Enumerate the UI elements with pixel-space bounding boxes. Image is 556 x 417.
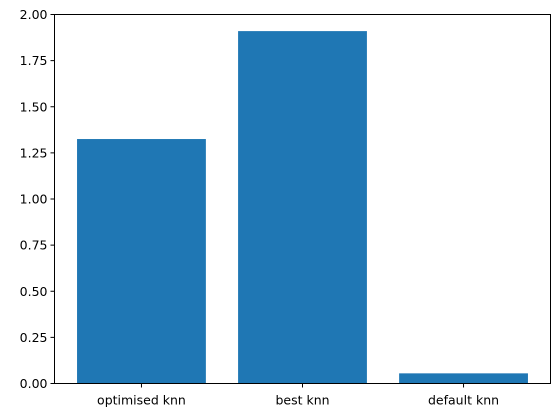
x-axis: optimised knn best knn default knn bbox=[97, 383, 499, 408]
x-tick-label: default knn bbox=[428, 393, 499, 408]
bar-best-knn bbox=[238, 31, 367, 384]
y-tick-label: 0.50 bbox=[20, 284, 48, 299]
y-tick-label: 0.25 bbox=[20, 330, 48, 345]
y-tick-label: 1.75 bbox=[20, 53, 48, 68]
x-tick-label: best knn bbox=[275, 393, 329, 408]
y-tick-label: 2.00 bbox=[20, 7, 48, 22]
bar-optimised-knn bbox=[77, 139, 206, 384]
y-tick-label: 0.00 bbox=[20, 376, 48, 391]
bar-default-knn bbox=[399, 373, 528, 384]
y-tick-label: 1.00 bbox=[20, 192, 48, 207]
y-axis: 0.00 0.25 0.50 0.75 1.00 1.25 1.50 1.75 2.00 bbox=[20, 7, 55, 391]
bars-group bbox=[77, 31, 528, 384]
y-tick-label: 1.25 bbox=[20, 145, 48, 160]
y-tick-label: 1.50 bbox=[20, 99, 48, 114]
plot-frame bbox=[54, 14, 551, 384]
x-tick-label: optimised knn bbox=[97, 393, 186, 408]
y-tick-label: 0.75 bbox=[20, 238, 48, 253]
